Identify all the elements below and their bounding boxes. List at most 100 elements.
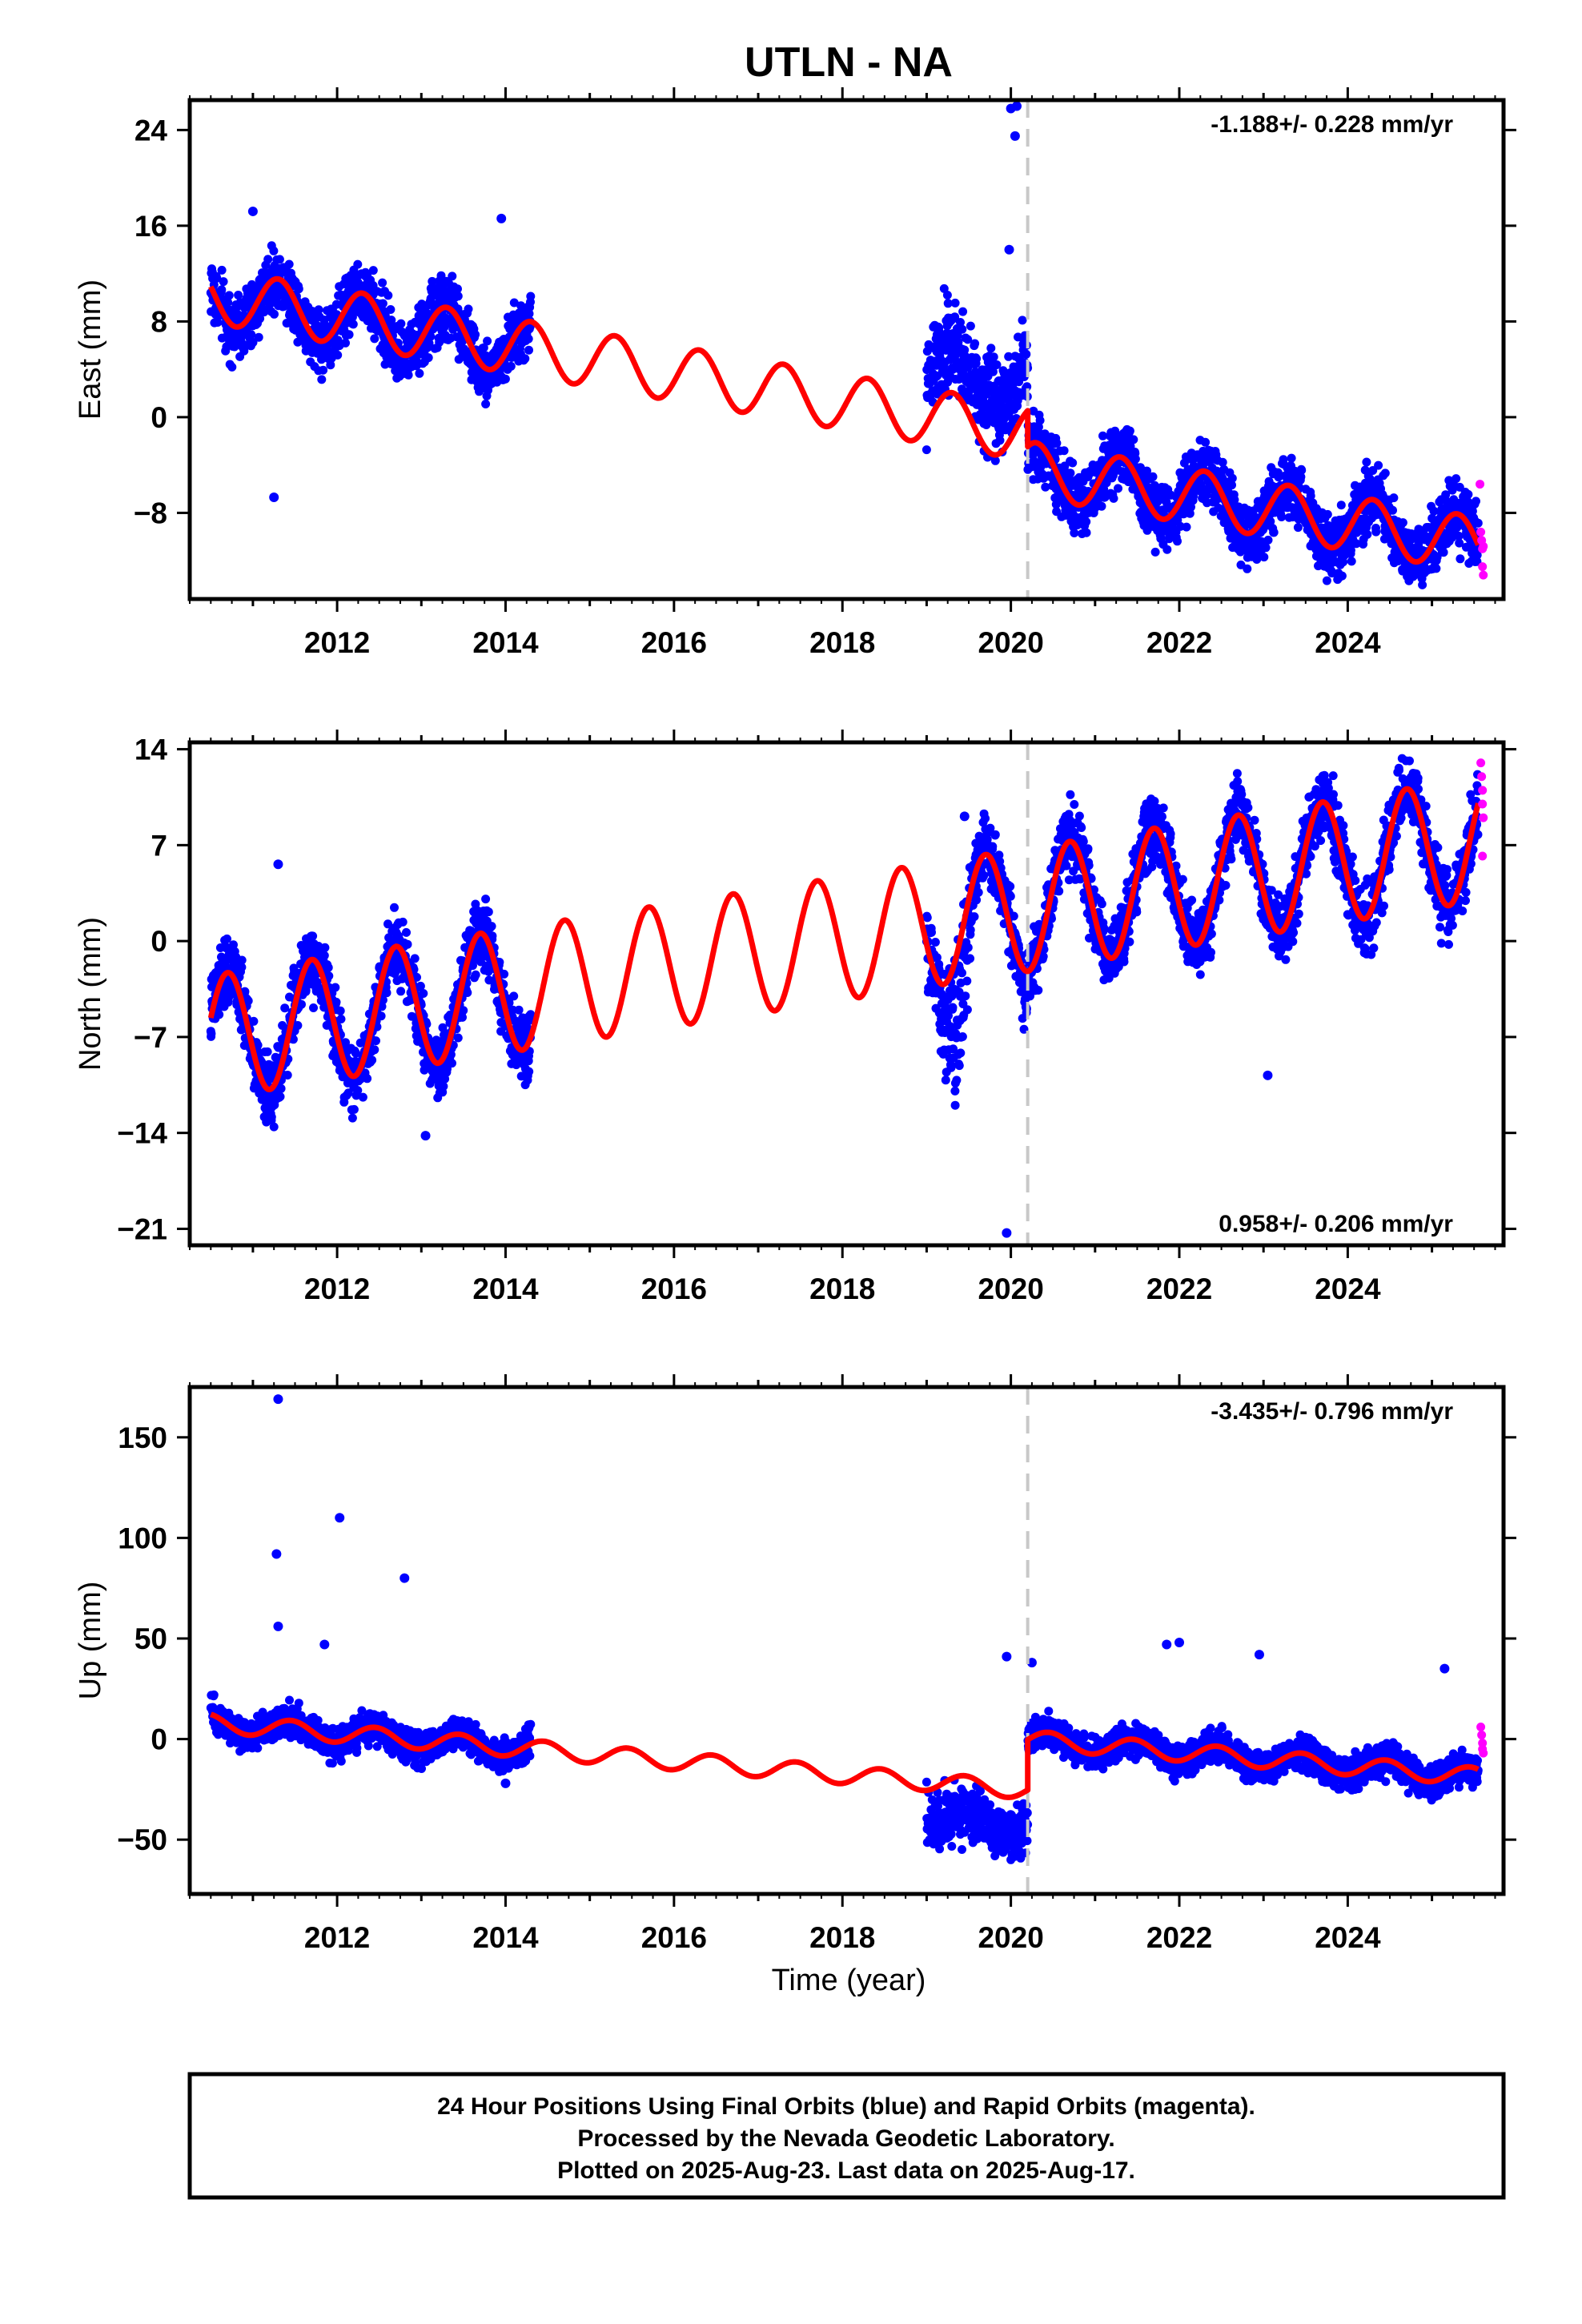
final-orbit-point [415, 368, 424, 378]
final-orbit-point [1191, 463, 1200, 472]
final-orbit-point [283, 1071, 292, 1080]
final-orbit-point [349, 1104, 359, 1114]
final-orbit-point [946, 1063, 956, 1072]
y-axis-label: East (mm) [74, 279, 107, 420]
final-orbit-point [943, 299, 953, 308]
final-orbit-point [992, 360, 1002, 369]
final-orbit-point [524, 345, 533, 355]
final-orbit-point [1148, 472, 1158, 481]
final-orbit-point [1263, 535, 1273, 545]
final-orbit-point [323, 963, 333, 972]
final-orbit-point [514, 1005, 524, 1015]
final-orbit-point [509, 991, 519, 1001]
final-orbit-point [255, 314, 265, 324]
final-orbit-series-segment-0 [206, 895, 536, 1132]
outlier-point [496, 213, 507, 223]
final-orbit-point [1418, 580, 1427, 589]
final-orbit-point [1034, 422, 1043, 432]
outlier-point [247, 206, 258, 216]
final-orbit-point [948, 1003, 958, 1012]
final-orbit-point [248, 338, 258, 348]
final-orbit-point [1129, 435, 1138, 444]
final-orbit-point [383, 291, 393, 300]
final-orbit-point [370, 334, 379, 344]
final-orbit-point [1070, 529, 1079, 537]
final-orbit-point [1277, 513, 1287, 521]
final-orbit-point [320, 943, 330, 952]
final-orbit-point [1006, 882, 1015, 891]
x-tick-label: 2012 [304, 626, 370, 659]
final-orbit-point [267, 1112, 276, 1122]
final-orbit-point [309, 1003, 318, 1012]
final-orbit-point [453, 1033, 463, 1043]
final-orbit-point [958, 307, 968, 316]
final-orbit-point [972, 895, 982, 905]
final-orbit-point [348, 320, 358, 329]
final-orbit-point [953, 331, 962, 340]
final-orbit-point [270, 309, 279, 319]
final-orbit-point [1227, 473, 1237, 483]
final-orbit-point [1322, 576, 1331, 585]
final-orbit-point [404, 370, 413, 380]
outlier-point [1010, 131, 1020, 141]
final-orbit-point [1388, 505, 1397, 515]
y-tick-label: 16 [135, 210, 167, 243]
final-orbit-point [219, 277, 228, 287]
final-orbit-point [481, 400, 491, 408]
final-orbit-point [426, 332, 436, 341]
final-orbit-point [224, 291, 234, 300]
outlier-point [269, 493, 279, 503]
final-orbit-point [424, 339, 434, 348]
final-orbit-point [500, 374, 510, 384]
y-tick-label: 0 [151, 401, 167, 434]
final-orbit-point [464, 304, 473, 314]
final-orbit-point [1018, 316, 1027, 325]
final-orbit-point [453, 284, 462, 294]
final-orbit-point [1380, 468, 1390, 478]
final-orbit-point [939, 283, 949, 293]
final-orbit-point [950, 298, 960, 308]
final-orbit-point [1109, 493, 1118, 503]
final-orbit-point [284, 259, 294, 269]
y-tick-label: −8 [134, 497, 167, 529]
final-orbit-point [317, 375, 327, 384]
final-orbit-point [335, 1006, 345, 1015]
final-orbit-point [1472, 497, 1480, 506]
final-orbit-point [956, 1048, 966, 1058]
final-orbit-point [1464, 489, 1473, 499]
final-orbit-point [1097, 501, 1106, 511]
final-orbit-point [234, 291, 243, 300]
plot-area [206, 100, 1488, 599]
final-orbit-point [382, 988, 391, 998]
final-orbit-point [962, 1005, 972, 1015]
final-orbit-point [1261, 543, 1271, 553]
final-orbit-point [506, 361, 516, 371]
final-orbit-point [275, 1092, 285, 1101]
final-orbit-point [1150, 547, 1160, 557]
final-orbit-point [378, 278, 387, 287]
x-tick-label: 2018 [809, 626, 875, 659]
rapid-orbit-point [1479, 541, 1488, 551]
x-tick-label: 2016 [641, 626, 707, 659]
final-orbit-point [958, 968, 966, 978]
final-orbit-point [526, 292, 536, 301]
final-orbit-point [319, 951, 329, 960]
final-orbit-point [249, 1016, 259, 1026]
final-orbit-point [367, 1055, 377, 1065]
final-orbit-point [419, 989, 428, 998]
rapid-orbit-point [1476, 527, 1486, 537]
final-orbit-point [1362, 457, 1371, 467]
final-orbit-point [1022, 349, 1031, 359]
final-orbit-point [371, 1036, 380, 1046]
final-orbit-point [435, 337, 444, 347]
final-orbit-point [952, 1076, 962, 1085]
final-orbit-point [941, 1076, 950, 1085]
final-orbit-point [453, 292, 463, 301]
final-orbit-point [1297, 465, 1307, 475]
x-tick-label: 2024 [1315, 626, 1381, 659]
final-orbit-point [227, 362, 237, 372]
final-orbit-point [922, 913, 932, 923]
final-orbit-point [280, 1003, 290, 1013]
final-orbit-point [1098, 431, 1107, 440]
